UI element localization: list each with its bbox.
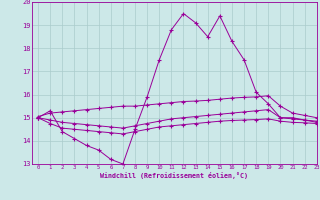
X-axis label: Windchill (Refroidissement éolien,°C): Windchill (Refroidissement éolien,°C) [100, 172, 248, 179]
